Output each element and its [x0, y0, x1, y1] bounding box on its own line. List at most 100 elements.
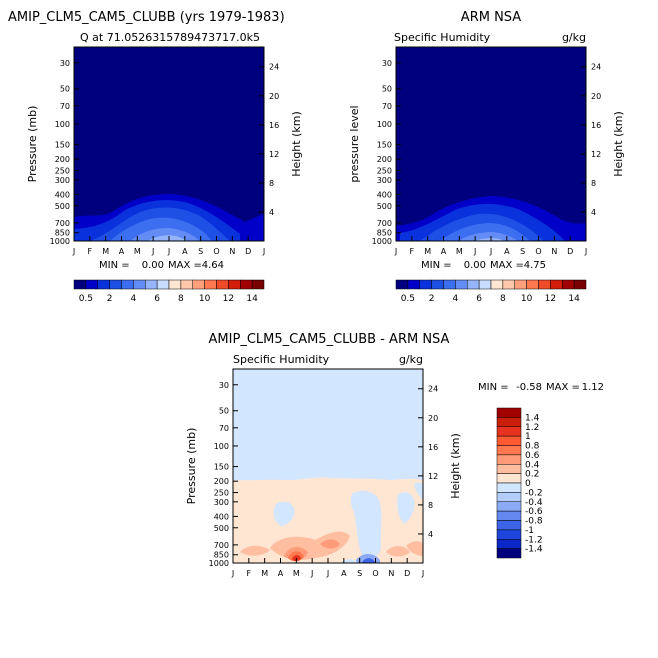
height-tick-label: 16 — [591, 121, 601, 130]
top-right-title: ARM NSA — [461, 10, 521, 25]
height-axis: 24 20 16 12 8 4 — [581, 63, 601, 217]
month-tick-label: A — [341, 569, 347, 578]
pressure-tick-label: 400 — [55, 190, 70, 199]
pressure-tick-label: 100 — [214, 442, 229, 451]
height-tick-label: 8 — [591, 179, 596, 188]
min-value: 0.00 — [464, 260, 486, 271]
colorbar-swatch — [496, 539, 522, 549]
contour-moist-1 — [240, 545, 270, 556]
contour-dry-patch-1 — [273, 501, 295, 526]
month-tick-label: O — [213, 247, 219, 256]
pressure-tick-label: 850 — [214, 551, 229, 560]
pressure-tick-label: 1000 — [372, 237, 392, 246]
contour-dry-core-2 — [362, 558, 375, 563]
colorbar-label: 6 — [154, 294, 160, 304]
month-tick-label: J — [262, 247, 265, 256]
max-label: MAX = — [546, 382, 580, 393]
pressure-tick-label: 70 — [219, 424, 229, 433]
colorbar-swatch — [496, 520, 522, 531]
height-tick-label: 4 — [591, 208, 596, 217]
colorbar-swatch — [455, 279, 468, 290]
pressure-tick-label: 250 — [55, 167, 70, 176]
month-tick-label: F — [247, 569, 252, 578]
colorbar-swatch — [85, 279, 98, 290]
height-tick-label: 12 — [428, 472, 438, 481]
colorbar-label: 6 — [476, 294, 482, 304]
colorbar-swatch — [204, 279, 217, 290]
panel-obs: Specific Humidity g/kg 30507010015020025… — [348, 31, 625, 304]
month-tick-label: J — [326, 569, 329, 578]
colorbar-label: 0.8 — [525, 442, 540, 452]
contour-level-6 — [474, 237, 504, 241]
panel-obs-units: g/kg — [562, 31, 586, 44]
colorbar-label: 4 — [453, 294, 459, 304]
colorbar-swatch — [496, 492, 522, 502]
colorbar-swatch — [496, 473, 522, 484]
max-value: 4.64 — [202, 260, 224, 271]
colorbar-label: 14 — [246, 294, 258, 304]
colorbar-swatch — [490, 279, 504, 290]
colorbar-swatch — [180, 279, 193, 290]
month-tick-label: M — [134, 247, 141, 256]
min-label: MIN = — [99, 260, 130, 271]
month-tick-label: J — [167, 247, 170, 256]
colorbar-swatch — [562, 279, 575, 290]
colorbar-label: 0.5 — [401, 294, 415, 304]
colorbar-label: -0.6 — [525, 507, 543, 517]
month-tick-label: M — [424, 247, 431, 256]
contour-moist-3 — [386, 546, 410, 557]
month-tick-label: J — [72, 247, 75, 256]
colorbar-swatch — [496, 464, 522, 474]
colorbar: 0.5 2 4 6 8 10 12 14 — [395, 279, 587, 304]
colorbar-swatch — [133, 279, 146, 290]
height-axis-label: Height (km) — [449, 433, 462, 499]
colorbar-swatch — [496, 417, 522, 427]
month-tick-label: J — [584, 247, 587, 256]
month-tick-label: D — [245, 247, 251, 256]
colorbar-swatch — [502, 279, 515, 290]
bottom-title: AMIP_CLM5_CAM5_CLUBB - ARM NSA — [209, 332, 450, 347]
colorbar-label: 0 — [525, 479, 531, 489]
height-tick-label: 4 — [428, 530, 433, 539]
contour-moist-6 — [320, 539, 340, 549]
colorbar-label: 10 — [199, 294, 211, 304]
height-tick-label: 24 — [428, 385, 438, 394]
height-tick-label: 24 — [269, 63, 279, 72]
colorbar-swatch — [550, 279, 563, 290]
pressure-tick-label: 250 — [214, 489, 229, 498]
colorbar-swatch — [156, 279, 170, 290]
month-tick-label: O — [372, 569, 378, 578]
colorbar-swatch — [496, 407, 522, 418]
colorbar-label: -1 — [525, 526, 534, 536]
pressure-tick-label: 300 — [55, 176, 70, 185]
contour-level-5 — [130, 228, 200, 241]
colorbar-label: 4 — [131, 294, 137, 304]
colorbar-swatch — [251, 279, 265, 290]
month-tick-label: M — [261, 569, 268, 578]
max-label: MAX = — [490, 260, 524, 271]
height-tick-label: 12 — [591, 150, 601, 159]
min-value: -0.58 — [516, 382, 542, 393]
month-tick-label: S — [520, 247, 525, 256]
min-label: MIN = — [421, 260, 452, 271]
pressure-tick-label: 150 — [377, 141, 392, 150]
pressure-tick-label: 200 — [55, 155, 70, 164]
panel-diff-subtitle: Specific Humidity — [233, 353, 330, 366]
height-axis-label: Height (km) — [290, 111, 303, 177]
panel-diff-plot — [233, 369, 423, 563]
colorbar-swatch — [496, 510, 522, 521]
month-tick-label: S — [198, 247, 203, 256]
panel-model: Q at 71.0526315789473717.0k5 30 50 70 100 15… — [26, 31, 303, 304]
month-tick-label: J — [310, 569, 313, 578]
contour-dry-patch-3 — [397, 492, 415, 524]
month-tick-label: J — [151, 247, 154, 256]
pressure-tick-label: 1000 — [209, 559, 229, 568]
colorbar-swatch — [97, 279, 110, 290]
colorbar-swatch — [121, 279, 134, 290]
contour-moist-4 — [406, 541, 423, 556]
colorbar-swatch — [168, 279, 182, 290]
pressure-tick-label: 200 — [214, 477, 229, 486]
colorbar-swatch — [496, 454, 522, 465]
pressure-tick-label: 50 — [219, 407, 229, 416]
